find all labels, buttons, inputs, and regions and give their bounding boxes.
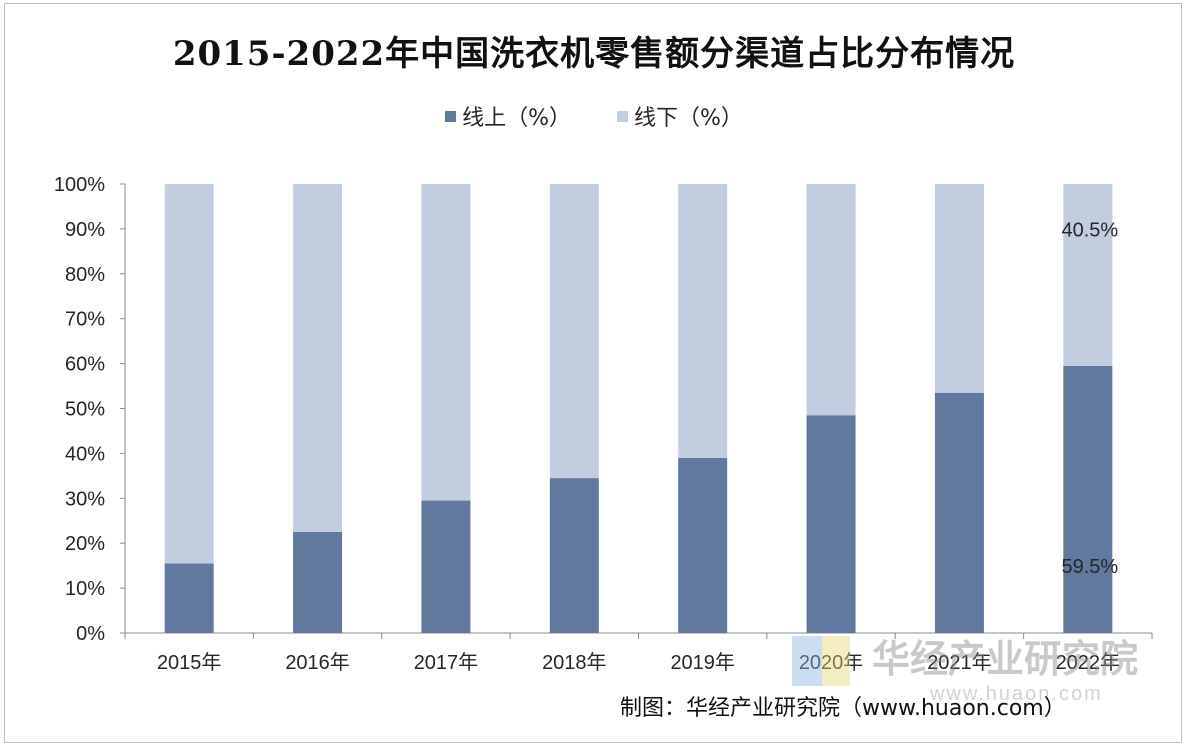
bar-online xyxy=(293,531,343,633)
bar-offline xyxy=(934,184,984,393)
bar-offline xyxy=(293,184,343,532)
y-tick-label: 40% xyxy=(65,443,105,465)
bar-online xyxy=(421,500,471,633)
bar-online xyxy=(678,457,728,633)
legend-label-online: 线上（%） xyxy=(462,106,571,131)
bar-online xyxy=(164,563,214,633)
bar-online xyxy=(934,392,984,633)
x-tick-label: 2018年 xyxy=(542,651,607,674)
y-tick-label: 100% xyxy=(54,174,105,196)
x-tick-label: 2016年 xyxy=(285,651,350,674)
x-tick-label: 2015年 xyxy=(157,651,222,674)
watermark-logo-right xyxy=(822,636,850,686)
data-label: 59.5% xyxy=(1061,556,1118,578)
legend-swatch-offline xyxy=(617,110,628,122)
bar-offline xyxy=(806,184,856,416)
x-tick-label: 2022年 xyxy=(1056,651,1121,674)
x-tick-label: 2019年 xyxy=(670,651,735,674)
y-tick-label: 20% xyxy=(65,533,105,555)
y-tick-label: 60% xyxy=(65,354,105,376)
y-tick-label: 10% xyxy=(65,578,105,600)
y-tick-label: 30% xyxy=(65,488,105,510)
x-tick-label: 2020年 xyxy=(799,651,864,674)
chart-legend: 线上（%） 线下（%） xyxy=(0,100,1188,132)
bar-online xyxy=(806,415,856,633)
bar-offline xyxy=(1063,184,1113,366)
y-tick-label: 50% xyxy=(65,399,105,421)
x-tick-label: 2017年 xyxy=(414,651,479,674)
legend-label-offline: 线下（%） xyxy=(634,106,743,131)
y-tick-label: 80% xyxy=(65,264,105,286)
source-note: 制图：华经产业研究院（www.huaon.com） xyxy=(620,696,1066,721)
data-label: 40.5% xyxy=(1061,219,1118,241)
y-tick-label: 90% xyxy=(65,219,105,241)
legend-item-online: 线上（%） xyxy=(445,100,571,132)
legend-item-offline: 线下（%） xyxy=(617,100,743,132)
chart-title: 2015-2022年中国洗衣机零售额分渠道占比分布情况 xyxy=(172,34,1016,74)
x-tick-label: 2021年 xyxy=(927,651,992,674)
bar-offline xyxy=(421,184,471,501)
bar-online xyxy=(549,478,599,633)
bar-online xyxy=(1063,365,1113,633)
watermark-text: 华经产业研究院 xyxy=(872,639,1138,681)
bar-offline xyxy=(678,184,728,458)
bar-offline xyxy=(164,184,214,564)
legend-swatch-online xyxy=(445,110,457,122)
watermark: 华经产业研究院 www.huaon.com xyxy=(792,636,1138,705)
y-tick-label: 70% xyxy=(65,309,105,331)
watermark-url: www.huaon.com xyxy=(929,683,1103,705)
watermark-logo-left xyxy=(792,636,822,686)
bar-offline xyxy=(549,184,599,479)
y-tick-label: 0% xyxy=(76,623,105,645)
